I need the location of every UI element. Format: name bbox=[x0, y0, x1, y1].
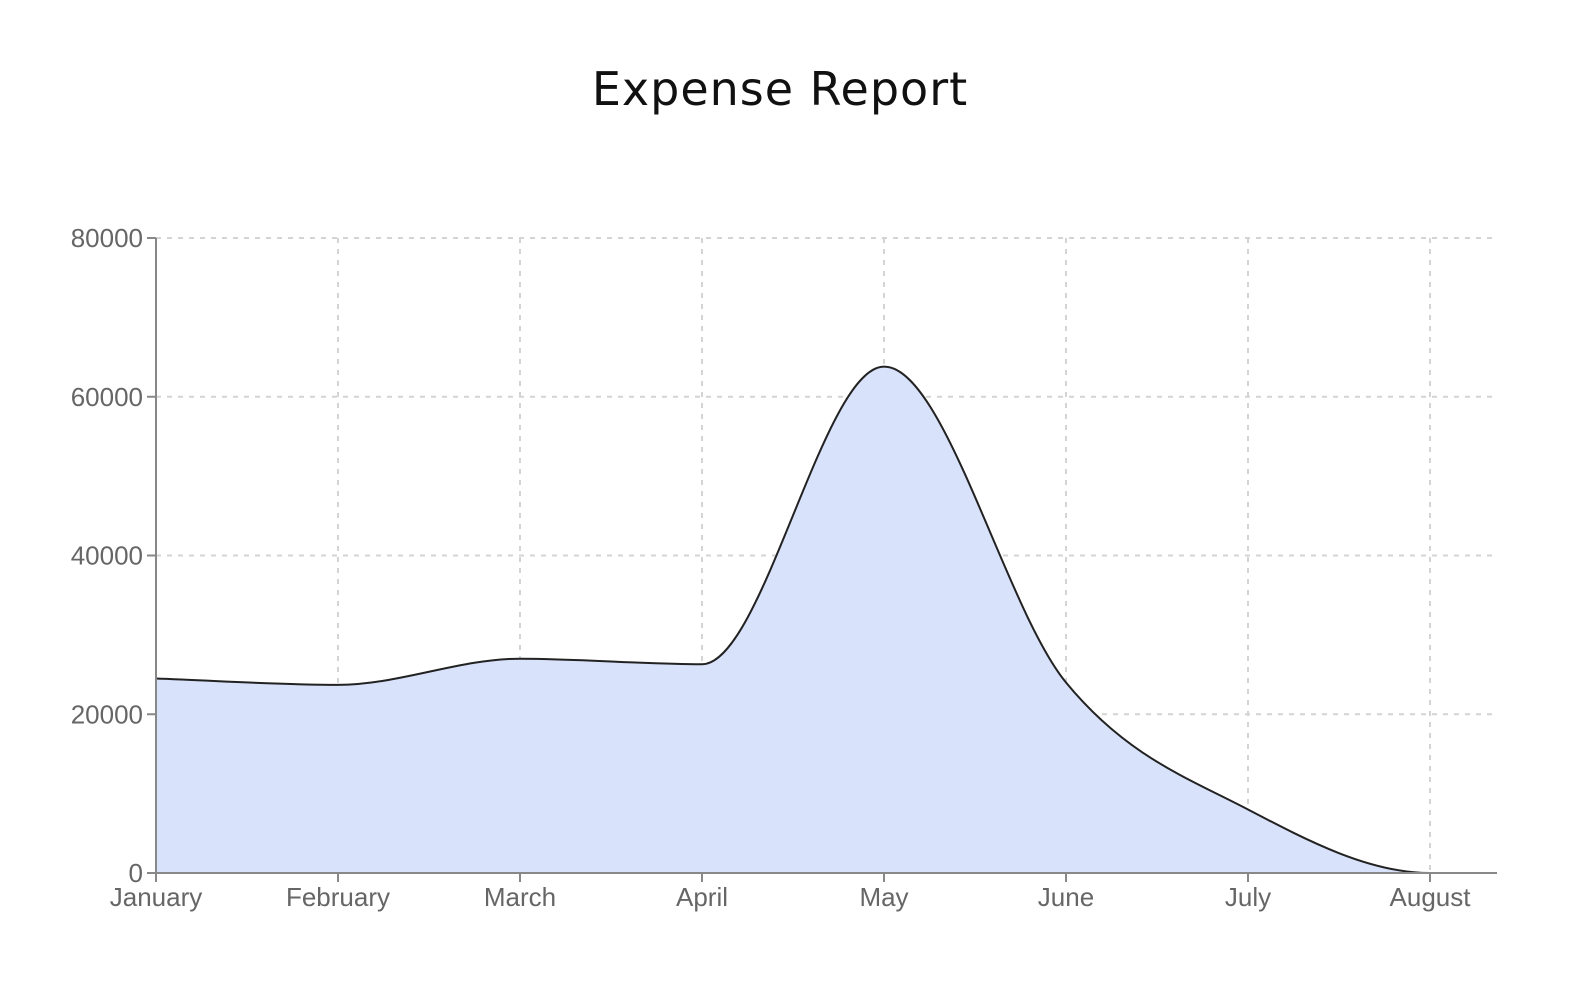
y-tick-label: 80000 bbox=[71, 223, 143, 253]
x-tick-label: June bbox=[1038, 882, 1094, 912]
x-tick-label: April bbox=[676, 882, 728, 912]
chart-title: Expense Report bbox=[591, 62, 969, 116]
y-tick-label: 40000 bbox=[71, 541, 143, 571]
y-tick-label: 0 bbox=[129, 858, 143, 888]
data-point bbox=[699, 661, 705, 667]
area-layer bbox=[155, 364, 1497, 875]
x-tick-label: March bbox=[484, 882, 556, 912]
x-tick-label: August bbox=[1390, 882, 1472, 912]
label-layer: 0 20000 40000 60000 80000 January February Marc… bbox=[71, 223, 1472, 912]
expense-area-fill bbox=[156, 366, 1497, 873]
x-tick-label: May bbox=[859, 882, 908, 912]
expense-series-line bbox=[155, 365, 1497, 875]
data-point bbox=[881, 364, 887, 370]
data-point bbox=[517, 656, 523, 662]
data-point bbox=[335, 682, 341, 688]
data-point bbox=[1245, 807, 1251, 813]
x-tick-label: February bbox=[286, 882, 390, 912]
y-tick-label: 60000 bbox=[71, 382, 143, 412]
x-tick-label: July bbox=[1225, 882, 1271, 912]
data-point bbox=[1063, 680, 1069, 686]
x-tick-label: January bbox=[110, 882, 203, 912]
y-tick-label: 20000 bbox=[71, 699, 143, 729]
axis-layer bbox=[147, 237, 1497, 882]
